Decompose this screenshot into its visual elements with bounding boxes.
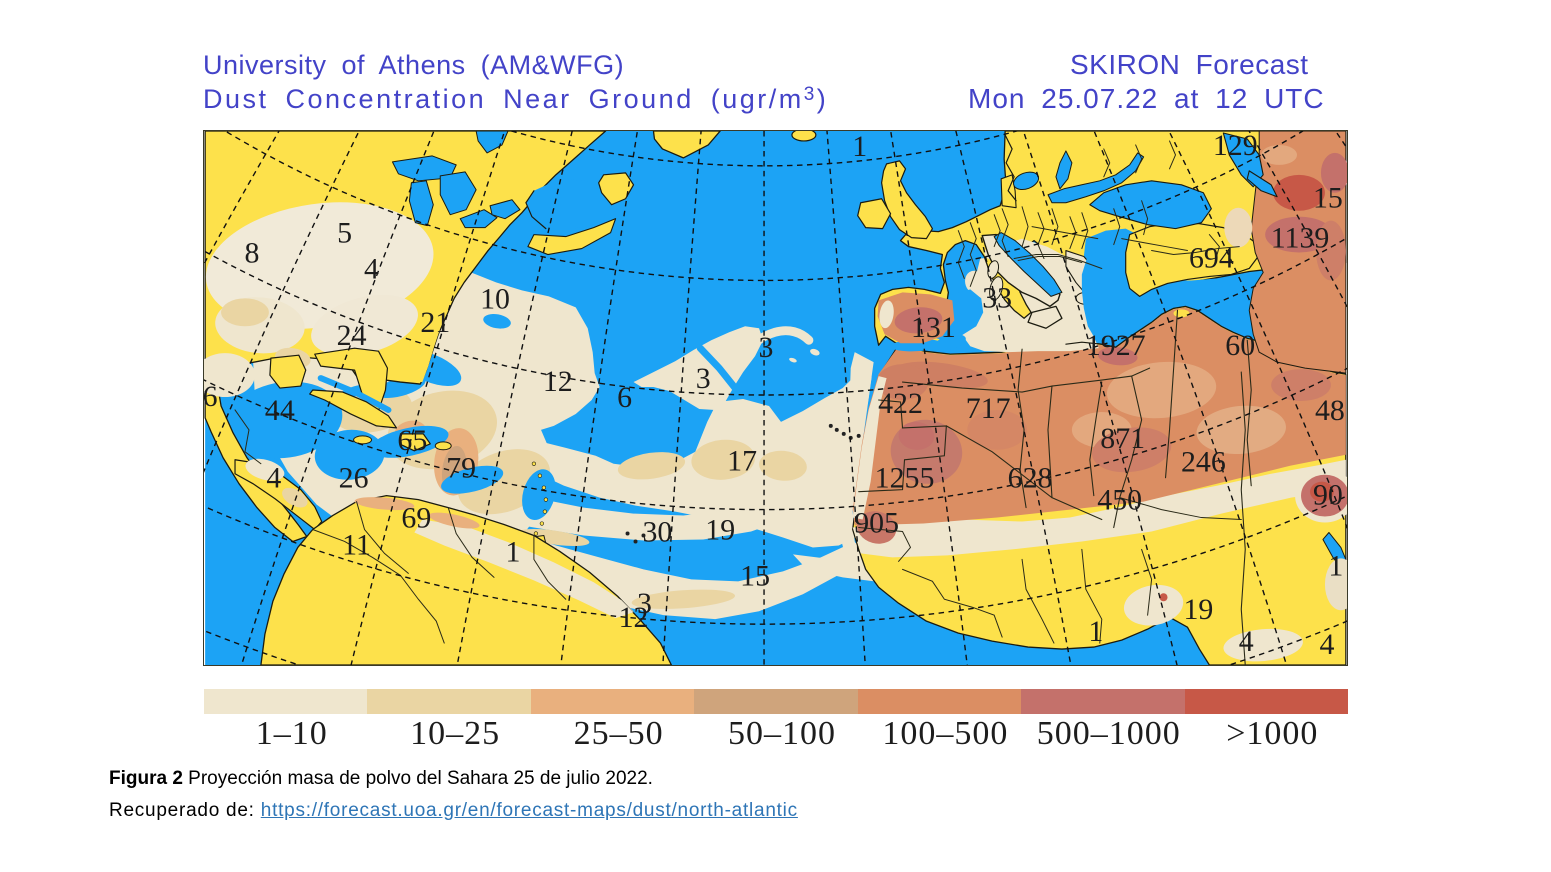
svg-text:60: 60 bbox=[1225, 329, 1255, 362]
svg-text:871: 871 bbox=[1100, 422, 1145, 455]
svg-text:694: 694 bbox=[1189, 241, 1234, 274]
svg-text:10: 10 bbox=[480, 282, 510, 315]
svg-text:79: 79 bbox=[446, 452, 476, 485]
svg-text:44: 44 bbox=[265, 394, 295, 427]
svg-text:21: 21 bbox=[420, 306, 450, 339]
svg-text:6: 6 bbox=[203, 380, 218, 413]
svg-text:905: 905 bbox=[854, 506, 899, 539]
svg-text:3: 3 bbox=[759, 331, 774, 364]
svg-text:30: 30 bbox=[643, 515, 673, 548]
svg-text:1927: 1927 bbox=[1086, 329, 1146, 362]
svg-text:1: 1 bbox=[1328, 549, 1343, 582]
svg-text:628: 628 bbox=[1008, 462, 1053, 495]
svg-text:1255: 1255 bbox=[875, 462, 935, 495]
svg-text:15: 15 bbox=[1313, 182, 1343, 215]
svg-text:450: 450 bbox=[1097, 484, 1142, 517]
svg-text:4: 4 bbox=[1239, 625, 1254, 658]
svg-text:19: 19 bbox=[1183, 593, 1213, 626]
svg-text:131: 131 bbox=[911, 311, 956, 344]
svg-text:422: 422 bbox=[878, 387, 923, 420]
svg-text:1: 1 bbox=[506, 535, 521, 568]
svg-text:24: 24 bbox=[337, 319, 367, 352]
svg-text:15: 15 bbox=[740, 559, 770, 592]
svg-text:8: 8 bbox=[244, 237, 259, 270]
svg-text:4: 4 bbox=[364, 252, 379, 285]
svg-text:11: 11 bbox=[342, 528, 371, 561]
svg-text:48: 48 bbox=[1315, 394, 1345, 427]
svg-text:1139: 1139 bbox=[1271, 222, 1330, 255]
svg-text:3: 3 bbox=[696, 362, 711, 395]
svg-text:3: 3 bbox=[637, 587, 652, 620]
svg-text:90: 90 bbox=[1313, 479, 1343, 512]
svg-text:6: 6 bbox=[617, 381, 632, 414]
svg-text:26: 26 bbox=[339, 462, 369, 495]
svg-text:17: 17 bbox=[727, 445, 757, 478]
svg-text:12: 12 bbox=[619, 601, 649, 634]
svg-text:4: 4 bbox=[1319, 628, 1334, 661]
svg-text:4: 4 bbox=[266, 462, 281, 495]
svg-text:717: 717 bbox=[966, 392, 1011, 425]
svg-text:129: 129 bbox=[1213, 130, 1258, 162]
svg-text:246: 246 bbox=[1181, 446, 1226, 479]
svg-text:1: 1 bbox=[852, 130, 867, 163]
svg-text:1: 1 bbox=[1088, 615, 1103, 648]
svg-text:65: 65 bbox=[397, 424, 427, 457]
svg-text:12: 12 bbox=[543, 365, 573, 398]
svg-text:19: 19 bbox=[705, 513, 735, 546]
svg-text:69: 69 bbox=[401, 502, 431, 535]
svg-text:5: 5 bbox=[337, 217, 352, 250]
svg-text:33: 33 bbox=[982, 281, 1012, 314]
